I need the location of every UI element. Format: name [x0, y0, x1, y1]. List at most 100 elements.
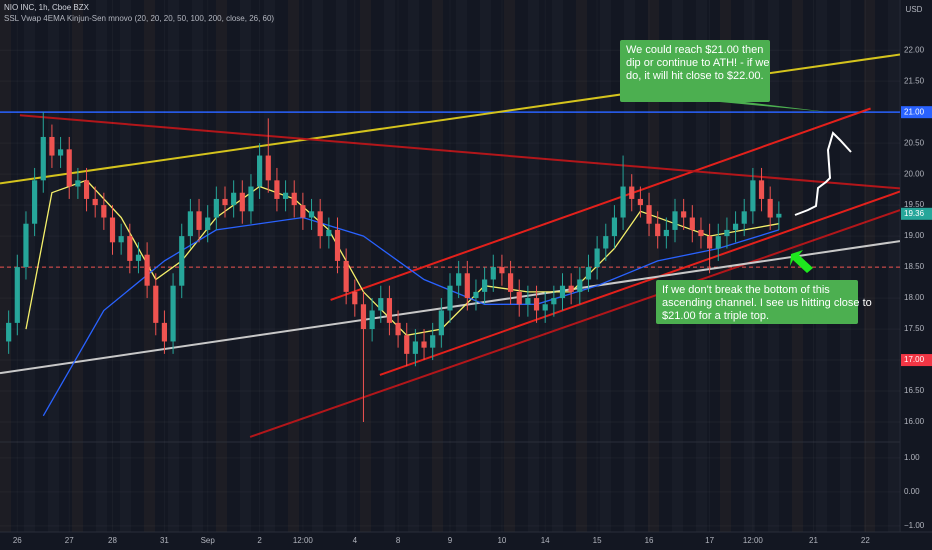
session-stripe — [192, 0, 203, 532]
session-stripe — [288, 0, 299, 532]
indicator-line — [42, 216, 779, 417]
candle-body — [222, 198, 228, 206]
candle-body — [23, 223, 29, 268]
candle-body — [300, 205, 306, 218]
session-stripe — [72, 0, 83, 532]
session-stripe — [408, 0, 419, 532]
price-label: 21.00 — [904, 107, 925, 116]
y-tick-label: 21.50 — [904, 76, 925, 85]
candle-body — [118, 236, 124, 243]
session-stripe — [552, 0, 563, 532]
price-label: 19.36 — [904, 209, 925, 218]
candle-body — [646, 205, 652, 224]
candle-body — [620, 186, 626, 218]
x-tick-label: 27 — [65, 536, 74, 545]
session-stripe — [504, 0, 515, 532]
x-tick-label: 8 — [396, 536, 401, 545]
candle-body — [352, 291, 358, 305]
x-tick-label: 12:00 — [293, 536, 314, 545]
candle-body — [135, 254, 142, 261]
candle-body — [75, 180, 81, 187]
candle-body — [438, 310, 444, 336]
y2-tick-label: −1.00 — [904, 521, 925, 530]
x-tick-label: 26 — [13, 536, 22, 545]
session-stripe — [48, 0, 59, 532]
candle-body — [689, 217, 695, 230]
x-tick-label: 16 — [645, 536, 654, 545]
candle-body — [92, 198, 98, 206]
candle-body — [603, 236, 609, 249]
x-tick-label: 22 — [861, 536, 870, 545]
candle-body — [231, 192, 237, 206]
candle-body — [732, 223, 739, 230]
session-stripe — [600, 0, 611, 532]
candle-body — [282, 192, 289, 199]
projection-arrow — [794, 131, 852, 216]
candle-body — [758, 180, 765, 199]
candle-body — [404, 335, 410, 354]
candle-body — [153, 285, 159, 323]
session-stripe — [648, 0, 659, 532]
x-tick-label: 4 — [353, 536, 358, 545]
candle-body — [698, 229, 704, 237]
candle-body — [637, 198, 643, 206]
candle-body — [369, 310, 375, 330]
candle-body — [559, 285, 566, 299]
x-tick-label: 31 — [160, 536, 169, 545]
candle-body — [499, 267, 505, 274]
candle-body — [101, 205, 107, 218]
y-tick-label: 19.00 — [904, 231, 925, 240]
candle-body — [663, 229, 669, 237]
candle-body — [430, 335, 436, 348]
session-stripe — [96, 0, 107, 532]
y-tick-label: 22.00 — [904, 45, 925, 54]
candle-body — [360, 304, 367, 330]
price-label-box — [901, 354, 932, 367]
candle-body — [629, 186, 635, 199]
x-tick-label: 15 — [593, 536, 602, 545]
session-stripe — [792, 0, 803, 532]
y-tick-label: 19.50 — [904, 200, 925, 209]
candle-body — [187, 211, 193, 237]
candle-body — [490, 267, 496, 280]
candle-body — [334, 229, 341, 261]
candle-body — [213, 198, 219, 218]
candle-body — [196, 211, 202, 230]
x-tick-label: 10 — [497, 536, 506, 545]
price-label: 17.00 — [904, 355, 925, 364]
candle-body — [144, 254, 150, 286]
candle-body — [577, 279, 583, 292]
candle-body — [239, 192, 245, 212]
chart-title: NIO INC, 1h, Cboe BZX — [4, 3, 90, 12]
price-label-box — [901, 207, 932, 220]
currency: USD — [906, 5, 923, 14]
x-tick-label: 14 — [541, 536, 550, 545]
x-tick-label: Sep — [201, 536, 216, 545]
candle-body — [248, 186, 254, 212]
annotation-box — [656, 280, 858, 324]
session-stripe — [216, 0, 227, 532]
candle-body — [265, 155, 271, 181]
candle-body — [715, 236, 721, 249]
candle-body — [655, 223, 661, 237]
price-label-box — [901, 106, 932, 119]
session-stripe — [240, 0, 251, 532]
candle-body — [109, 217, 116, 243]
candle-body — [473, 291, 479, 299]
candle-body — [672, 211, 678, 230]
y-tick-label: 18.50 — [904, 262, 925, 271]
candle-body — [507, 273, 514, 292]
candle-body — [447, 285, 453, 311]
trend-line — [249, 209, 900, 438]
candle-body — [66, 149, 72, 187]
session-stripe — [888, 0, 899, 532]
candle-body — [179, 236, 185, 286]
candle-body — [456, 273, 462, 286]
x-tick-label: 17 — [705, 536, 714, 545]
candle-body — [681, 211, 687, 218]
session-stripe — [528, 0, 539, 532]
candle-body — [464, 273, 470, 299]
annotation-text: ascending channel. I see us hitting clos… — [662, 297, 872, 309]
